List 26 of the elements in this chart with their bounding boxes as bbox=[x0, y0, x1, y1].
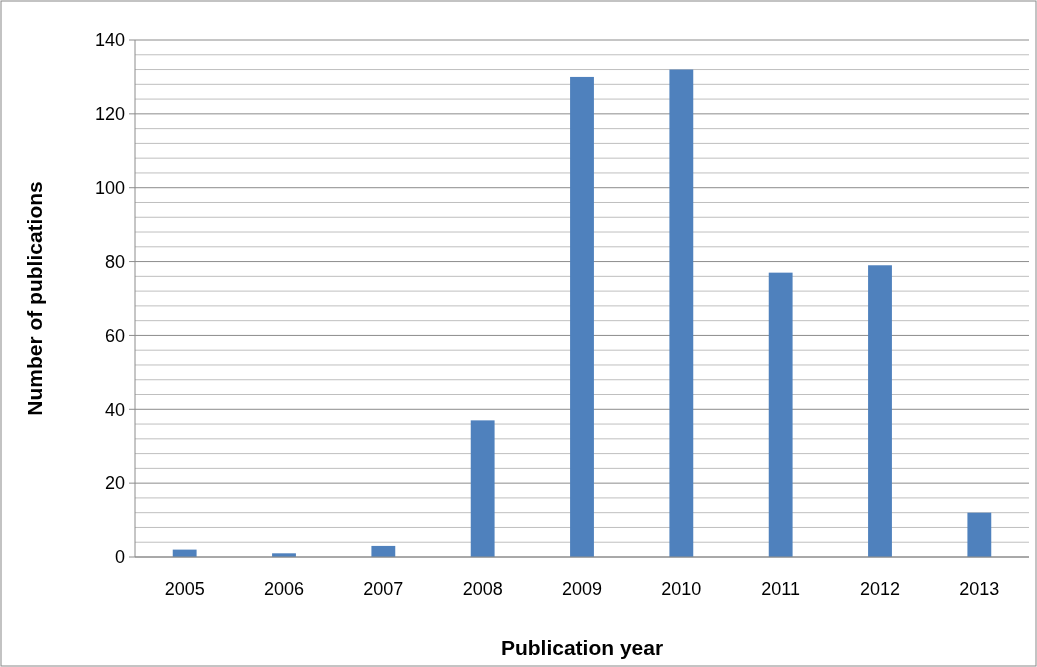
x-tick-label: 2005 bbox=[164, 579, 205, 599]
bar bbox=[669, 69, 694, 557]
y-tick-label: 120 bbox=[94, 104, 125, 125]
x-tick-label: 2009 bbox=[561, 579, 603, 599]
y-tick-label: 60 bbox=[104, 325, 125, 346]
x-tick-label: 2008 bbox=[462, 579, 503, 599]
y-tick-label: 20 bbox=[104, 473, 125, 494]
bar bbox=[967, 512, 992, 557]
y-tick-label: 0 bbox=[114, 547, 125, 568]
y-tick-label: 140 bbox=[94, 30, 125, 51]
y-tick-label: 40 bbox=[104, 399, 125, 420]
x-tick-label: 2007 bbox=[363, 579, 404, 599]
x-tick-label: 2013 bbox=[959, 579, 1000, 599]
bar bbox=[570, 76, 594, 557]
bar bbox=[868, 265, 892, 557]
x-tick-label: 2010 bbox=[661, 579, 702, 599]
x-axis-title: Publication year bbox=[500, 636, 664, 659]
bar bbox=[371, 545, 396, 557]
bar bbox=[768, 272, 793, 557]
x-tick-label: 2012 bbox=[859, 579, 901, 599]
y-tick-label: 80 bbox=[104, 251, 125, 272]
x-tick-label: 2011 bbox=[761, 579, 801, 599]
y-axis-title: Number of publications bbox=[23, 181, 46, 416]
y-tick-label: 100 bbox=[94, 178, 125, 199]
x-tick-label: 2006 bbox=[263, 579, 305, 599]
bar bbox=[470, 420, 495, 557]
